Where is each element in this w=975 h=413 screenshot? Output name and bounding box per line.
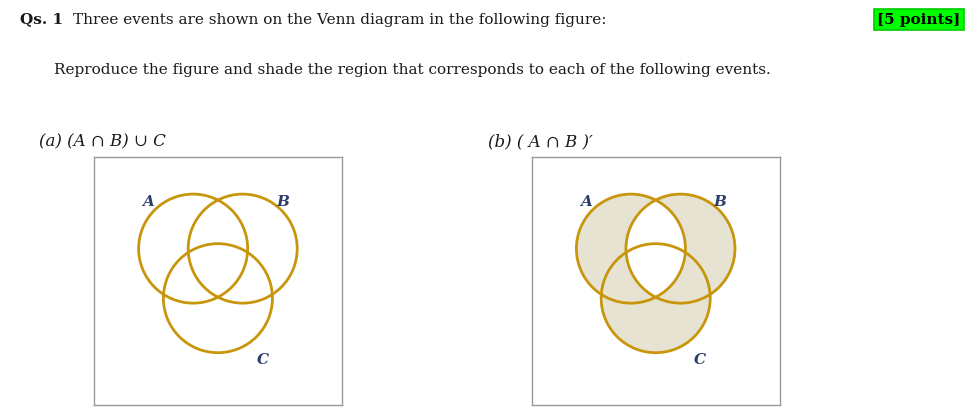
Text: Three events are shown on the Venn diagram in the following figure:: Three events are shown on the Venn diagr…	[73, 12, 606, 26]
Text: C: C	[694, 353, 706, 367]
Text: Qs. 1: Qs. 1	[20, 12, 68, 26]
Text: B: B	[714, 195, 726, 209]
Text: A: A	[142, 195, 154, 209]
Text: (b) ( A ∩ B )′: (b) ( A ∩ B )′	[488, 133, 592, 150]
Text: C: C	[256, 353, 268, 367]
Text: A: A	[580, 195, 592, 209]
Text: B: B	[276, 195, 289, 209]
Text: (a) (A ∩ B) ∪ C: (a) (A ∩ B) ∪ C	[39, 133, 166, 150]
Text: Reproduce the figure and shade the region that corresponds to each of the follow: Reproduce the figure and shade the regio…	[54, 63, 770, 77]
Text: [5 points]: [5 points]	[878, 12, 960, 26]
